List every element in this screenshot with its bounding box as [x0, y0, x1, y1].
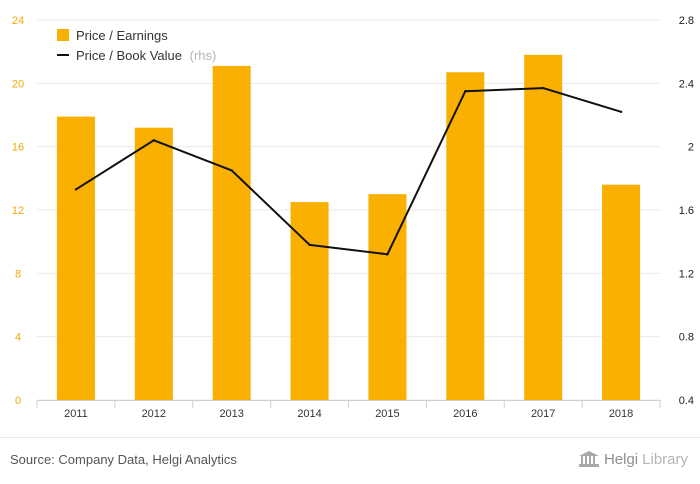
- bar-series: [56, 54, 641, 401]
- left-tick-label: 0: [15, 395, 21, 407]
- x-tick-label: 2018: [609, 408, 633, 420]
- left-tick-label: 20: [12, 78, 24, 90]
- right-tick-label: 2.4: [679, 78, 694, 90]
- library-building-icon: [578, 451, 599, 467]
- bar-2013: [212, 65, 251, 401]
- right-tick-label: 1.6: [679, 205, 694, 217]
- left-tick-label: 12: [12, 205, 24, 217]
- left-tick-label: 4: [15, 332, 21, 344]
- footer: Source: Company Data, Helgi Analytics He…: [0, 437, 700, 484]
- x-tick-label: 2014: [297, 408, 321, 420]
- right-tick-label: 2.8: [679, 15, 694, 27]
- source-note: Source: Company Data, Helgi Analytics: [10, 452, 237, 467]
- left-tick-label: 8: [15, 268, 21, 280]
- legend-rhs-tag: (rhs): [190, 48, 217, 63]
- line-point-2014: [308, 243, 311, 247]
- legend-line-label: Price / Book Value (rhs): [76, 48, 216, 63]
- price-book-line: [75, 87, 622, 256]
- legend-bar-label: Price / Earnings: [76, 28, 168, 43]
- left-tick-label: 24: [12, 15, 24, 27]
- line-point-2013: [230, 169, 233, 172]
- legend: Price / Earnings Price / Book Value (rhs…: [57, 28, 216, 63]
- helgi-library-logo: Helgi Library: [578, 450, 688, 468]
- left-axis-ticks: 0 4 8 12 16 20 24: [12, 15, 24, 407]
- line-point-2015: [386, 253, 389, 256]
- x-axis: 2011 2012 2013 2014 2015 2016 2017 2018: [36, 400, 661, 420]
- bar-2016: [446, 72, 485, 400]
- right-tick-label: 2: [688, 142, 694, 154]
- left-tick-label: 16: [12, 142, 24, 154]
- line-point-2016: [464, 90, 467, 93]
- x-tick-label: 2011: [64, 408, 88, 420]
- right-tick-label: 0.4: [679, 395, 694, 407]
- bar-2014: [290, 202, 329, 400]
- bar-2018: [602, 184, 641, 400]
- line-point-2017: [541, 86, 545, 90]
- brand-library: Library: [642, 450, 688, 468]
- line-series: [74, 86, 623, 256]
- x-tick-label: 2015: [375, 408, 399, 420]
- line-point-2011: [74, 188, 78, 191]
- x-tick-label: 2013: [219, 408, 243, 420]
- line-point-2012: [152, 139, 156, 142]
- line-point-2018: [619, 110, 623, 114]
- brand-helgi: Helgi: [603, 450, 639, 468]
- legend-line-name: Price / Book Value: [76, 48, 182, 63]
- right-tick-label: 1.2: [679, 268, 694, 280]
- x-tick-label: 2016: [453, 408, 477, 420]
- bar-2011: [56, 116, 95, 400]
- x-tick-label: 2017: [531, 408, 555, 420]
- right-axis-ticks: 0.4 0.8 1.2 1.6 2 2.4 2.8: [679, 15, 694, 407]
- bar-2012: [134, 127, 173, 401]
- bar-2017: [524, 54, 563, 400]
- right-tick-label: 0.8: [679, 332, 694, 344]
- gridlines: [37, 19, 660, 401]
- legend-bar-swatch: [57, 29, 69, 41]
- x-tick-label: 2012: [142, 408, 166, 420]
